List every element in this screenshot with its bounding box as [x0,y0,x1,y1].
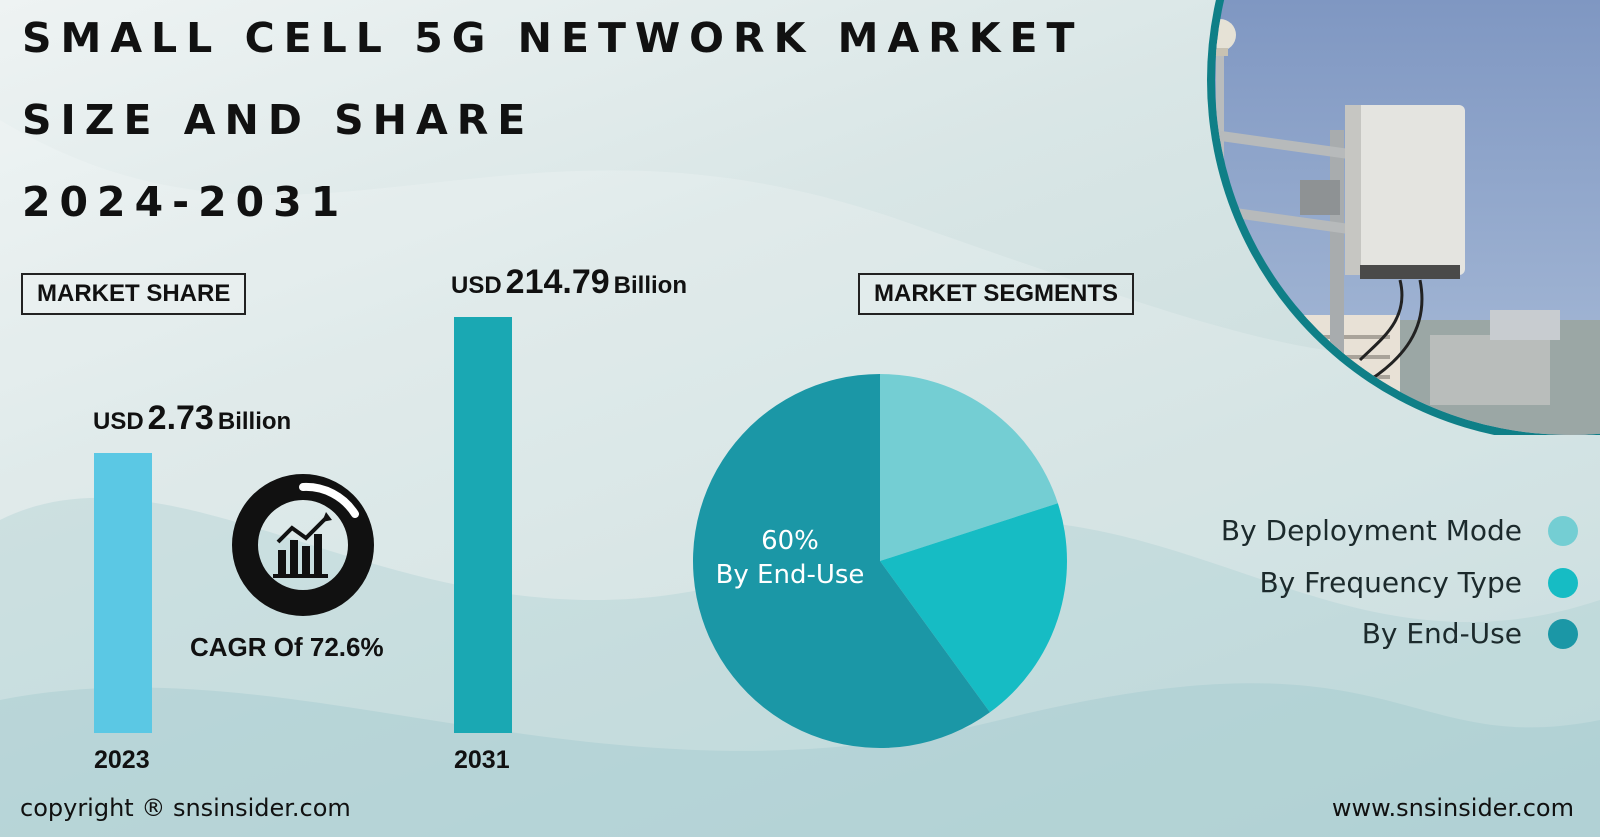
pie-slice-by-end-use [692,374,990,748]
pie-slice-percent-label: 60% [761,526,819,556]
currency-label: USD [93,408,144,435]
value-number: 214.79 [505,263,610,301]
bar-2031-value-label: USD 214.79 Billion [451,263,687,302]
unit-label: Billion [613,272,687,299]
legend-label: By Deployment Mode [1220,514,1522,547]
website-link[interactable]: www.snsinsider.com [1331,794,1574,822]
bar-2031-year-label: 2031 [454,746,510,774]
bar-2023-year-label: 2023 [94,746,150,774]
bar-2023 [94,452,152,733]
growth-chart-icon [232,474,374,616]
unit-label: Billion [217,408,292,435]
cagr-label: CAGR Of 72.6% [190,632,384,662]
legend-swatch [1548,567,1578,598]
market-segments-label: MARKET SEGMENTS [858,273,1135,315]
pie-slice-by-deployment-mode [880,374,1058,561]
pie-slice-by-frequency-type [880,503,1067,713]
legend-item-end-use: By End-Use [1362,617,1578,650]
legend-item-frequency-type: By Frequency Type [1259,566,1578,599]
page-title-line-1: SMALL CELL 5G NETWORK MARKET [22,14,1084,62]
legend-swatch [1548,618,1578,649]
legend-item-deployment-mode: By Deployment Mode [1221,514,1578,547]
copyright-text: copyright ® snsinsider.com [20,794,351,822]
bar-2031 [454,317,512,733]
market-segments-pie: 60% By End-Use [692,374,1067,748]
legend-label: By Frequency Type [1259,566,1522,599]
small-cell-antenna-photo [1207,0,1600,435]
page-title-line-3: 2024-2031 [22,178,349,226]
value-number: 2.73 [147,399,214,437]
legend-label: By End-Use [1361,617,1522,650]
pie-slice-name-label: By End-Use [716,560,865,590]
currency-label: USD [451,272,502,299]
bar-2023-value-label: USD 2.73 Billion [93,399,291,438]
market-share-label: MARKET SHARE [21,273,247,315]
page-title-line-2: SIZE AND SHARE [22,96,535,144]
legend-swatch [1548,515,1578,546]
